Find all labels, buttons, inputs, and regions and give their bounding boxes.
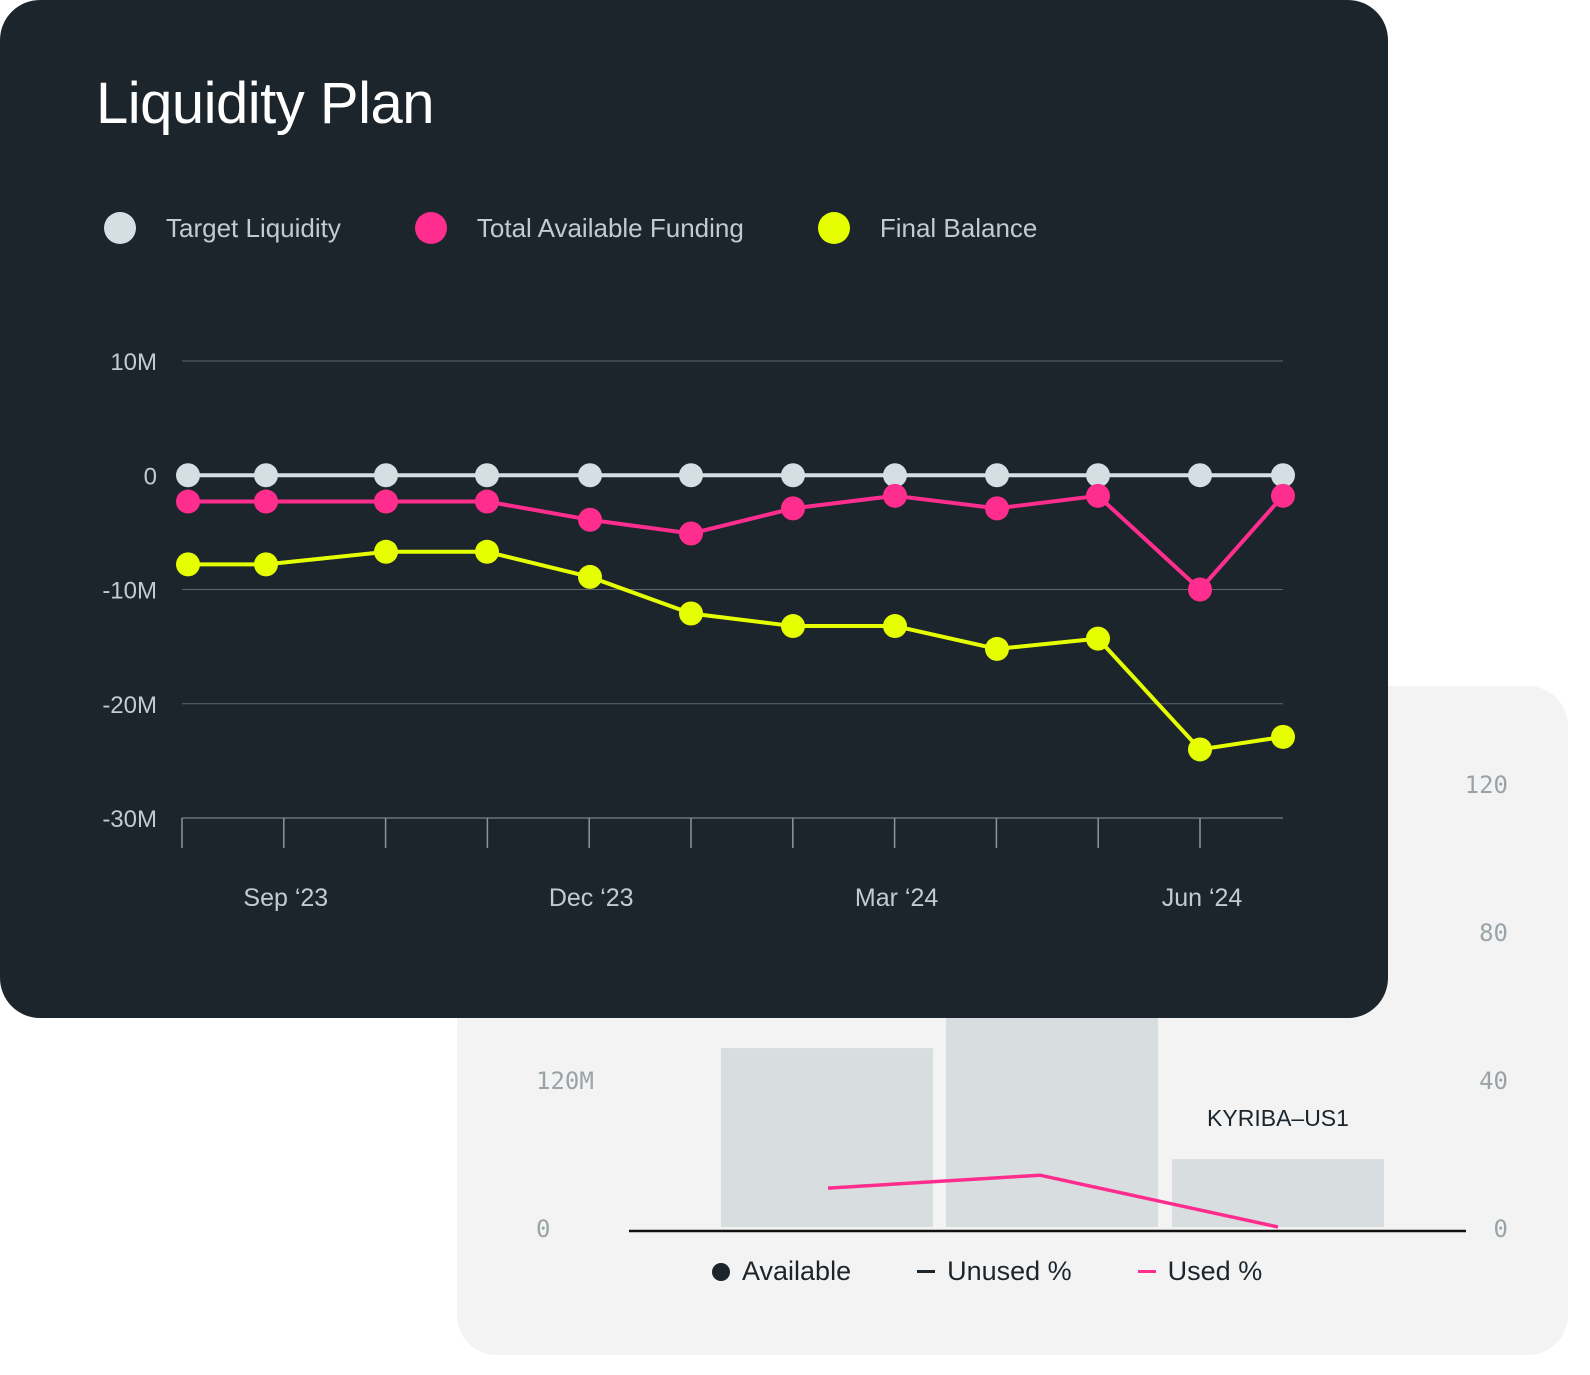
data-point (883, 614, 907, 639)
data-point (176, 489, 200, 514)
data-point (883, 483, 907, 508)
data-point (475, 539, 499, 564)
dash-icon (1137, 1270, 1156, 1273)
left-tick-label: 0 (536, 1215, 550, 1243)
chart-legend: Target Liquidity Total Available Funding… (104, 212, 1111, 244)
data-point (1271, 724, 1295, 749)
legend-label: Total Available Funding (476, 212, 744, 243)
data-point (176, 552, 200, 577)
y-tick-label: 0 (144, 463, 157, 490)
legend-item-total-available-funding[interactable]: Total Available Funding (414, 212, 744, 244)
data-point (475, 463, 499, 488)
y-tick-label: -30M (102, 806, 157, 833)
data-point (679, 463, 703, 488)
x-tick-label: Mar ‘24 (855, 884, 938, 912)
data-point (1271, 483, 1295, 508)
data-point (374, 463, 398, 488)
legend-item-target-liquidity[interactable]: Target Liquidity (104, 212, 341, 244)
y-tick-label: -10M (102, 578, 157, 605)
bar-available (1172, 1159, 1384, 1227)
right-tick-label: 120 (1465, 771, 1508, 799)
data-point (1271, 463, 1295, 488)
right-tick-label: 40 (1479, 1067, 1508, 1095)
legend-label: Final Balance (879, 212, 1038, 243)
data-point (578, 564, 602, 589)
data-point (781, 463, 805, 488)
bar-available (946, 1011, 1158, 1227)
dot-icon (104, 212, 136, 244)
data-point (1086, 483, 1110, 508)
legend-item-available[interactable]: Available (712, 1256, 851, 1287)
data-point (254, 552, 278, 577)
data-point (254, 489, 278, 514)
dot-icon (817, 212, 850, 244)
series-line-total-available-funding (188, 493, 1285, 592)
x-tick-label: Jun ‘24 (1162, 884, 1243, 912)
data-point (176, 463, 200, 488)
data-point (475, 489, 499, 514)
y-tick-label: 10M (110, 349, 157, 376)
data-point (1086, 626, 1110, 651)
data-point (985, 463, 1009, 488)
legend-label: Unused % (947, 1256, 1072, 1286)
data-point (679, 601, 703, 626)
series-line-final-balance (188, 549, 1284, 752)
liquidity-line-chart: 10M 0 -10M -20M -30M Sep ‘23 Dec ‘23 Mar ‘24 Jun… (102, 349, 1295, 912)
legend-item-final-balance[interactable]: Final Balance (817, 212, 1038, 244)
x-tick-label: Dec ‘23 (549, 884, 634, 912)
data-point (1188, 577, 1212, 602)
chart-title: Liquidity Plan (96, 71, 435, 136)
dot-icon (712, 1262, 730, 1281)
used-percent-line (827, 1173, 1279, 1229)
x-tick-label: Sep ‘23 (243, 884, 328, 912)
liquidity-plan-card: Liquidity Plan Target Liquidity Total Av… (0, 0, 1388, 1018)
category-label: KYRIBA–US1 (1207, 1105, 1349, 1131)
data-point (374, 489, 398, 514)
data-point (1188, 737, 1212, 762)
legend-item-used[interactable]: Used % (1137, 1256, 1263, 1287)
left-tick-label: 120M (536, 1067, 594, 1095)
data-point (679, 521, 703, 546)
data-point (254, 463, 278, 488)
dash-icon (917, 1270, 936, 1273)
legend-label: Used % (1167, 1256, 1263, 1286)
legend-label: Available (742, 1256, 852, 1286)
right-tick-label: 0 (1494, 1215, 1508, 1243)
legend-label: Target Liquidity (166, 212, 341, 243)
data-point (578, 507, 602, 532)
data-point (578, 463, 602, 488)
funding-legend: Available Unused % Used % (712, 1256, 1328, 1287)
y-tick-label: -20M (102, 692, 157, 719)
data-point (883, 463, 907, 488)
data-point (781, 496, 805, 521)
data-point (1086, 463, 1110, 488)
bar-available (721, 1048, 933, 1227)
data-point (781, 614, 805, 639)
data-point (985, 636, 1009, 661)
legend-item-unused[interactable]: Unused % (917, 1256, 1072, 1287)
data-point (1188, 463, 1212, 488)
data-point (374, 539, 398, 564)
right-tick-label: 80 (1479, 919, 1508, 947)
dot-icon (414, 212, 447, 244)
data-point (985, 496, 1009, 521)
funding-usage-chart: 0 120M 0 40 80 120 KYRIBA–US1 (536, 771, 1508, 1243)
